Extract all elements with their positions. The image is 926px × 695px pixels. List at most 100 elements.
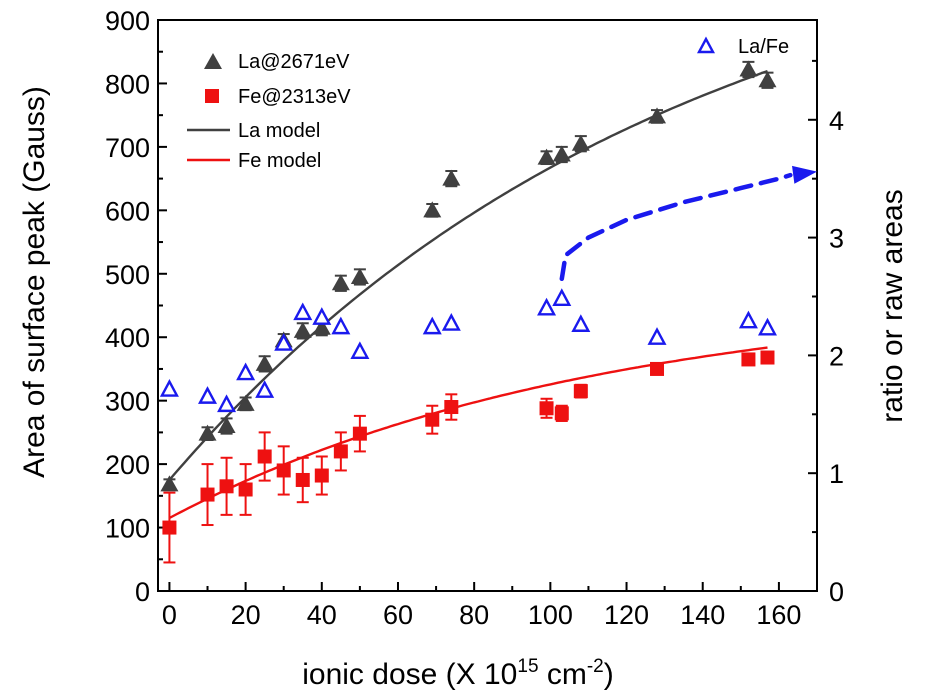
- x-axis-title-part: ): [604, 658, 614, 691]
- la-point: [217, 417, 236, 434]
- ratio-point: [757, 317, 777, 336]
- ratio-point: [274, 333, 294, 351]
- x-tick-label: 140: [680, 600, 725, 630]
- y-axis-title-left: Area of surface peak (Gauss): [18, 86, 51, 478]
- fe-point: [295, 472, 310, 487]
- la-point: [571, 134, 590, 151]
- ratio-point: [738, 310, 758, 329]
- la-point: [537, 148, 556, 165]
- fe-point: [573, 384, 588, 399]
- y-left-tick-label: 900: [105, 6, 150, 36]
- dashed-arrow-head: [792, 165, 817, 184]
- y-left-tick-label: 200: [105, 450, 150, 480]
- la-point: [198, 424, 217, 441]
- fe-point: [219, 479, 234, 494]
- legend-label-ratio: La/Fe: [738, 36, 789, 58]
- y-right-tick-label: 3: [829, 224, 844, 254]
- ratio-point: [647, 327, 667, 345]
- fe-point: [314, 468, 329, 483]
- la-point: [255, 354, 274, 371]
- ratio-point: [312, 307, 332, 325]
- legend-label-la-model: La model: [238, 120, 320, 142]
- fe-point: [425, 412, 440, 427]
- y-axis-title-right: ratio or raw areas: [876, 189, 909, 422]
- fe-point: [554, 406, 569, 421]
- fe-point: [333, 444, 348, 459]
- x-tick-label: 0: [162, 600, 177, 630]
- fe-point: [650, 361, 665, 376]
- x-tick-label: 80: [459, 600, 489, 630]
- fe-point: [760, 350, 775, 365]
- la-point: [442, 169, 461, 186]
- legend-marker-ratio: [696, 36, 716, 54]
- dashed-arrow-line: [559, 172, 793, 282]
- legend-right: La/Fe: [696, 36, 789, 58]
- x-axis-title-sup: 15: [517, 656, 538, 677]
- legend-label-fe-model: Fe model: [238, 150, 321, 172]
- ratio-point: [441, 313, 461, 331]
- la-point: [350, 267, 369, 284]
- legend: La@2671eV Fe@2313eV La model Fe model: [187, 51, 351, 172]
- tick-layer: 0 20 40 60 80 100 120 140 1600100200300400500600…: [105, 6, 844, 630]
- ratio-point: [236, 362, 256, 381]
- y-left-tick-label: 300: [105, 387, 150, 417]
- ratio-point: [331, 316, 351, 335]
- ratio-point: [571, 314, 591, 332]
- x-tick-label: 120: [604, 600, 649, 630]
- fe-point: [539, 401, 554, 416]
- x-axis-title-part: cm: [539, 658, 587, 691]
- fe-point: [444, 400, 459, 415]
- model-curve: [168, 346, 768, 520]
- la-point: [331, 274, 350, 291]
- la-point: [312, 318, 331, 335]
- la-point: [160, 475, 179, 492]
- ratio-point: [537, 297, 557, 316]
- la-point: [739, 60, 758, 77]
- fe-point: [238, 482, 253, 497]
- x-tick-label: 160: [756, 600, 801, 630]
- x-tick-label: 60: [383, 600, 413, 630]
- ratio-point: [422, 316, 442, 335]
- ratio-point: [350, 341, 370, 360]
- ratio-point: [293, 302, 313, 321]
- y-left-tick-label: 500: [105, 260, 150, 290]
- la-point: [236, 394, 255, 411]
- y-left-tick-label: 700: [105, 133, 150, 163]
- annotation-layer: [559, 165, 817, 282]
- model-layer: [168, 69, 768, 520]
- legend-label-fe: Fe@2313eV: [238, 86, 351, 108]
- marker-layer: [159, 60, 777, 535]
- legend-marker-fe: [205, 89, 219, 103]
- y-right-tick-label: 2: [829, 341, 844, 371]
- la-point: [648, 107, 667, 124]
- legend-label-la: La@2671eV: [238, 51, 350, 73]
- la-point: [758, 71, 777, 88]
- x-tick-label: 20: [231, 600, 261, 630]
- ratio-point: [217, 394, 237, 413]
- ratio-point: [255, 380, 275, 398]
- la-point: [423, 201, 442, 218]
- fe-point: [257, 449, 272, 464]
- x-tick-label: 100: [528, 600, 573, 630]
- y-left-tick-label: 600: [105, 196, 150, 226]
- fe-point: [162, 520, 177, 535]
- y-left-tick-label: 100: [105, 514, 150, 544]
- x-axis-title-sup: -2: [587, 656, 604, 677]
- y-left-tick-label: 0: [135, 577, 150, 607]
- y-right-tick-label: 1: [829, 459, 844, 489]
- la-point: [552, 145, 571, 162]
- ratio-point: [198, 386, 218, 404]
- y-right-tick-label: 0: [829, 577, 844, 607]
- fe-point: [741, 352, 756, 367]
- legend-marker-la: [204, 53, 222, 69]
- fe-point: [200, 487, 215, 502]
- model-curve: [168, 69, 768, 481]
- x-axis-title-part: ionic dose (X 10: [302, 658, 517, 691]
- x-tick-label: 40: [307, 600, 337, 630]
- y-left-tick-label: 400: [105, 323, 150, 353]
- y-right-tick-label: 4: [829, 106, 844, 136]
- la-point: [293, 321, 312, 338]
- fe-point: [352, 426, 367, 441]
- x-axis-title: ionic dose (X 1015 cm-2): [302, 656, 614, 691]
